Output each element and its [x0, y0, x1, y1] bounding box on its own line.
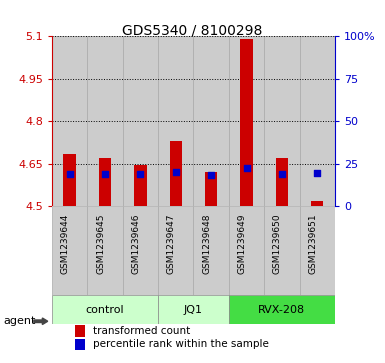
Bar	[52, 295, 158, 324]
Bar	[264, 36, 300, 206]
Text: RVX-208: RVX-208	[258, 305, 305, 315]
Bar	[75, 339, 85, 350]
Text: GSM1239645: GSM1239645	[96, 213, 105, 274]
Bar	[158, 36, 193, 206]
Text: GSM1239650: GSM1239650	[273, 213, 282, 274]
Bar	[276, 158, 288, 206]
Bar	[52, 206, 87, 295]
Text: percentile rank within the sample: percentile rank within the sample	[93, 339, 269, 349]
Bar	[193, 206, 229, 295]
Bar	[75, 326, 85, 337]
Bar	[193, 36, 229, 206]
Point	[137, 171, 144, 177]
Bar	[158, 295, 229, 324]
Bar	[52, 36, 87, 206]
Bar	[300, 206, 335, 295]
Point	[173, 170, 179, 175]
Bar	[311, 201, 323, 206]
Bar	[134, 165, 147, 206]
Bar	[169, 141, 182, 206]
Bar	[123, 36, 158, 206]
Bar	[87, 36, 123, 206]
Bar	[240, 39, 253, 206]
Bar	[87, 206, 123, 295]
Point	[208, 172, 214, 178]
Text: agent: agent	[4, 316, 36, 326]
Point	[279, 171, 285, 177]
Bar	[229, 36, 264, 206]
Text: JQ1: JQ1	[184, 305, 203, 315]
Bar	[229, 295, 335, 324]
Text: GSM1239648: GSM1239648	[202, 213, 211, 274]
Bar	[123, 206, 158, 295]
Bar	[158, 206, 193, 295]
Text: GSM1239644: GSM1239644	[61, 213, 70, 274]
Bar	[264, 206, 300, 295]
Point	[67, 171, 73, 177]
Text: control: control	[86, 305, 124, 315]
Point	[243, 165, 249, 171]
Text: GSM1239647: GSM1239647	[167, 213, 176, 274]
Bar	[205, 172, 218, 206]
Point	[102, 171, 108, 177]
Text: transformed count: transformed count	[93, 326, 190, 336]
Text: GSM1239646: GSM1239646	[131, 213, 141, 274]
Point	[314, 170, 320, 176]
Text: GDS5340 / 8100298: GDS5340 / 8100298	[122, 24, 263, 38]
Text: GSM1239649: GSM1239649	[238, 213, 246, 274]
Bar	[99, 158, 111, 206]
Bar	[229, 206, 264, 295]
Text: GSM1239651: GSM1239651	[308, 213, 317, 274]
Bar	[300, 36, 335, 206]
Bar	[64, 154, 76, 206]
